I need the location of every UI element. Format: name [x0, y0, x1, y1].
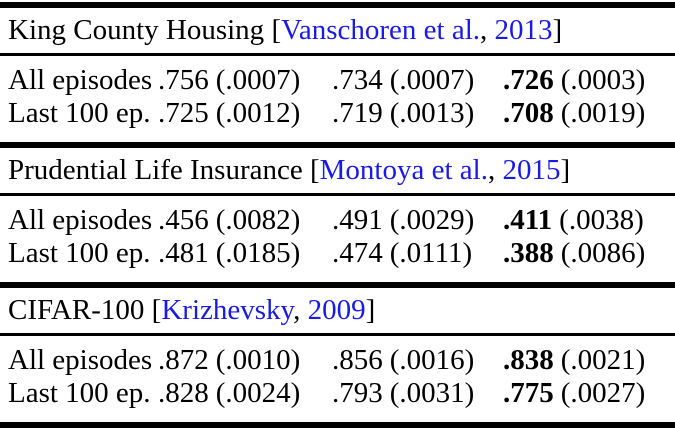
section-header-king-county: King County Housing [Vanschoren et al., … — [0, 8, 675, 53]
bracket-close: ] — [365, 294, 376, 326]
section-rows: All episodes .872 (.0010) .856 (.0016) .83… — [8, 344, 668, 410]
metric-cell-best: .708 (.0019) — [503, 97, 668, 130]
bracket-open: [ — [264, 14, 282, 46]
table-rule-thick-bottom — [0, 422, 675, 428]
metric-std: (.0007) — [389, 64, 475, 96]
citation-year-link[interactable]: 2013 — [494, 14, 553, 46]
section-rows: All episodes .756 (.0007) .734 (.0007) .72… — [8, 64, 668, 130]
metric-std: (.0003) — [560, 64, 646, 96]
metric-value-best: .726 — [503, 64, 554, 96]
table-row: Last 100 ep. .725 (.0012) .719 (.0013) .70… — [8, 97, 668, 130]
citation-comma: , — [480, 14, 495, 46]
row-label: Last 100 ep. — [8, 237, 151, 269]
row-label: Last 100 ep. — [8, 377, 151, 409]
metric-value-best: .775 — [503, 377, 554, 409]
citation-year-link[interactable]: 2015 — [502, 154, 561, 186]
metric-std: (.0086) — [560, 237, 646, 269]
metric-cell: .491 (.0029) — [332, 204, 503, 237]
metric-value-best: .388 — [503, 237, 554, 269]
metric-value-best: .708 — [503, 97, 554, 129]
metric-std: (.0185) — [215, 237, 301, 269]
citation-year-link[interactable]: 2009 — [307, 294, 366, 326]
row-label: All episodes — [8, 344, 153, 376]
metric-cell: .828 (.0024) — [158, 377, 332, 410]
metric-cell-best: .838 (.0021) — [503, 344, 668, 377]
metric-cell: .725 (.0012) — [158, 97, 332, 130]
row-label: Last 100 ep. — [8, 97, 151, 129]
metric-value: .474 — [332, 237, 383, 269]
metric-value-best: .838 — [503, 344, 554, 376]
metric-std: (.0021) — [560, 344, 646, 376]
metric-cell-best: .726 (.0003) — [503, 64, 668, 97]
bracket-open: [ — [144, 294, 162, 326]
citation-comma: , — [293, 294, 308, 326]
metric-std: (.0016) — [389, 344, 475, 376]
citation-comma: , — [487, 154, 503, 186]
table-row: All episodes .872 (.0010) .856 (.0016) .83… — [8, 344, 668, 377]
citation-authors-link[interactable]: Krizhevsky — [161, 294, 294, 326]
metric-value: .756 — [158, 64, 209, 96]
metric-cell: .734 (.0007) — [332, 64, 503, 97]
bracket-open: [ — [302, 154, 320, 186]
metric-cell: .793 (.0031) — [332, 377, 503, 410]
metric-value: .828 — [158, 377, 209, 409]
row-label: All episodes — [8, 64, 153, 96]
metric-std: (.0027) — [560, 377, 646, 409]
metric-value: .719 — [332, 97, 383, 129]
table-rule-thick — [0, 142, 675, 148]
metric-std: (.0082) — [215, 204, 301, 236]
metric-value: .793 — [332, 377, 383, 409]
table-rule-thick — [0, 2, 675, 8]
metric-value: .734 — [332, 64, 383, 96]
table-row: All episodes .756 (.0007) .734 (.0007) .72… — [8, 64, 668, 97]
metric-std: (.0010) — [215, 344, 301, 376]
table-rule-thin — [0, 193, 675, 196]
metric-std: (.0111) — [389, 237, 473, 269]
metric-cell: .856 (.0016) — [332, 344, 503, 377]
metric-std: (.0012) — [215, 97, 301, 129]
table-rule-thick — [0, 282, 675, 288]
dataset-name: Prudential Life Insurance — [8, 154, 303, 186]
metric-std: (.0013) — [389, 97, 475, 129]
section-rows: All episodes .456 (.0082) .491 (.0029) .41… — [8, 204, 668, 270]
metric-value: .491 — [332, 204, 383, 236]
metric-value-best: .411 — [503, 204, 553, 236]
metric-std: (.0007) — [215, 64, 301, 96]
table-row: Last 100 ep. .481 (.0185) .474 (.0111) .38… — [8, 237, 668, 270]
section-header-prudential: Prudential Life Insurance [Montoya et al… — [0, 148, 675, 193]
table-row: All episodes .456 (.0082) .491 (.0029) .41… — [8, 204, 668, 237]
metric-std: (.0019) — [560, 97, 646, 129]
metric-value: .725 — [158, 97, 209, 129]
metric-cell: .756 (.0007) — [158, 64, 332, 97]
metric-cell: .719 (.0013) — [332, 97, 503, 130]
table-rule-thin — [0, 333, 675, 336]
table-rule-thin — [0, 53, 675, 56]
citation-authors-link[interactable]: Montoya et al. — [319, 154, 488, 186]
metric-cell: .481 (.0185) — [158, 237, 332, 270]
metric-std: (.0024) — [215, 377, 301, 409]
dataset-name: King County Housing — [8, 14, 265, 46]
metric-cell: .872 (.0010) — [158, 344, 332, 377]
metric-std: (.0031) — [389, 377, 475, 409]
metric-std: (.0038) — [559, 204, 644, 236]
table-row: Last 100 ep. .828 (.0024) .793 (.0031) .77… — [8, 377, 668, 410]
metric-value: .872 — [158, 344, 209, 376]
metric-value: .481 — [158, 237, 209, 269]
metric-std: (.0029) — [389, 204, 475, 236]
metric-cell-best: .411 (.0038) — [503, 204, 668, 237]
metric-cell: .474 (.0111) — [332, 237, 503, 270]
citation-authors-link[interactable]: Vanschoren et al. — [281, 14, 481, 46]
section-header-cifar100: CIFAR-100 [Krizhevsky, 2009] — [0, 288, 675, 333]
metric-cell-best: .388 (.0086) — [503, 237, 668, 270]
metric-value: .456 — [158, 204, 209, 236]
metric-cell-best: .775 (.0027) — [503, 377, 668, 410]
bracket-close: ] — [552, 14, 563, 46]
metric-value: .856 — [332, 344, 383, 376]
row-label: All episodes — [8, 204, 153, 236]
metric-cell: .456 (.0082) — [158, 204, 332, 237]
dataset-name: CIFAR-100 — [8, 294, 145, 326]
bracket-close: ] — [560, 154, 571, 186]
